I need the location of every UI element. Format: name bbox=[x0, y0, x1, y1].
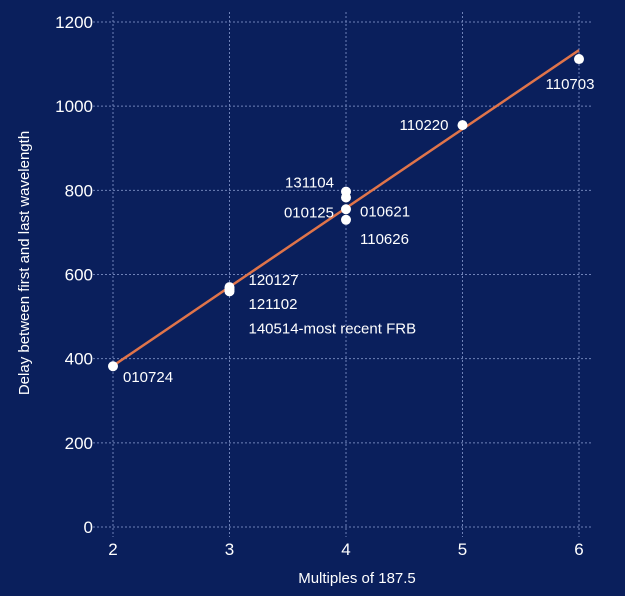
x-tick-label: 4 bbox=[341, 540, 350, 559]
data-point bbox=[341, 204, 351, 215]
x-tick-label: 5 bbox=[458, 540, 467, 559]
tick-layer: 0 200 400 600 800 1000 1200 2 3 4 5 6 bbox=[55, 13, 584, 559]
point-label-layer: 010724 120127 121102 140514-most recent FRB… bbox=[123, 76, 594, 386]
data-point bbox=[108, 361, 118, 372]
point-label: 010621 bbox=[360, 203, 410, 220]
y-tick-label: 200 bbox=[65, 434, 93, 453]
x-axis-label: Multiples of 187.5 bbox=[298, 570, 416, 587]
y-tick-label: 0 bbox=[84, 518, 93, 537]
point-label: 110703 bbox=[546, 76, 595, 93]
data-point bbox=[224, 286, 235, 297]
x-tick-label: 6 bbox=[574, 540, 583, 559]
y-axis-label: Delay between first and last wavelength bbox=[16, 131, 33, 395]
point-layer bbox=[108, 54, 584, 372]
y-tick-label: 600 bbox=[65, 266, 93, 285]
x-tick-label: 3 bbox=[225, 540, 234, 559]
data-point bbox=[341, 192, 351, 203]
point-label: 120127 bbox=[249, 272, 299, 289]
data-point bbox=[457, 120, 468, 131]
point-label: 131104 bbox=[285, 175, 334, 192]
y-tick-label: 1000 bbox=[55, 97, 93, 116]
point-label: 010125 bbox=[284, 204, 334, 221]
y-tick-label: 400 bbox=[65, 350, 93, 369]
point-label: 110626 bbox=[360, 231, 409, 248]
point-label: 010724 bbox=[123, 369, 173, 386]
point-label: 110220 bbox=[400, 117, 449, 134]
point-label: 121102 bbox=[249, 296, 298, 313]
data-point bbox=[574, 54, 584, 65]
y-tick-label: 1200 bbox=[55, 13, 93, 32]
grid-layer bbox=[93, 12, 593, 537]
y-tick-label: 800 bbox=[65, 181, 93, 200]
x-tick-label: 2 bbox=[108, 540, 117, 559]
point-label: 140514-most recent FRB bbox=[249, 320, 417, 337]
data-point bbox=[341, 214, 351, 225]
